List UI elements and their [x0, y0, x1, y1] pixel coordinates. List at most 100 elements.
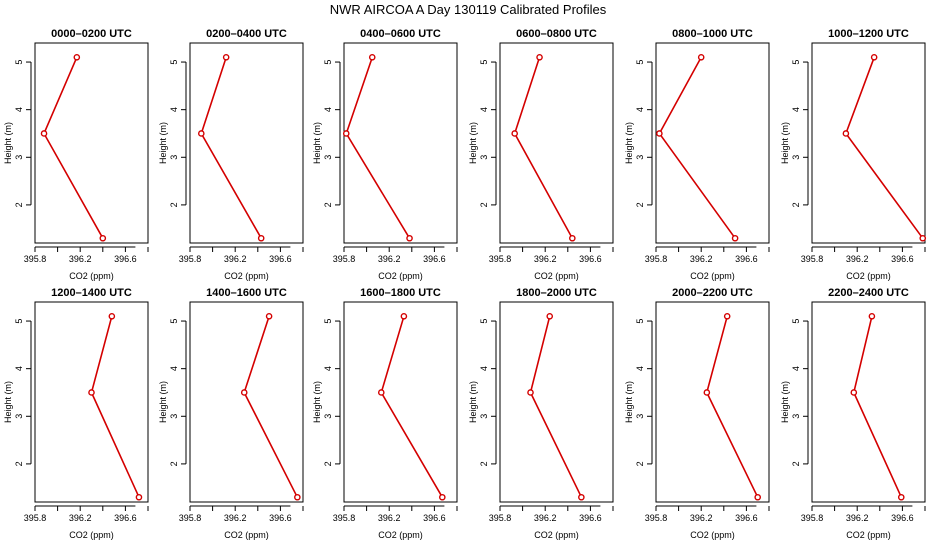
y-tick-label: 3 — [169, 414, 179, 419]
y-tick-label: 4 — [169, 107, 179, 112]
y-tick-label: 5 — [479, 60, 489, 65]
data-point — [656, 130, 663, 137]
x-axis-label: CO2 (ppm) — [846, 271, 891, 281]
y-axis-label: Height (m) — [468, 122, 478, 164]
y-tick-label: 3 — [635, 414, 645, 419]
x-tick-label: 396.2 — [846, 513, 869, 523]
x-axis-label: CO2 (ppm) — [378, 530, 423, 540]
x-tick-label: 396.6 — [114, 254, 137, 264]
x-tick-label: 395.8 — [24, 513, 47, 523]
x-tick-label: 395.8 — [24, 254, 47, 264]
y-tick-label: 5 — [14, 60, 24, 65]
y-tick-label: 5 — [169, 319, 179, 324]
y-tick-label: 4 — [169, 366, 179, 371]
y-axis-label: Height (m) — [780, 122, 790, 164]
y-tick-label: 5 — [323, 60, 333, 65]
x-tick-label: 395.8 — [801, 513, 824, 523]
series-line — [513, 57, 574, 239]
x-tick-label: 396.6 — [114, 513, 137, 523]
x-tick-label: 396.6 — [891, 254, 914, 264]
data-point — [697, 53, 705, 61]
plot-frame — [34, 42, 149, 244]
y-tick-label: 2 — [635, 461, 645, 466]
y-tick-label: 3 — [14, 414, 24, 419]
y-tick-label: 3 — [479, 414, 489, 419]
x-tick-label: 396.6 — [269, 254, 292, 264]
series-line — [529, 316, 583, 498]
plot-frame — [343, 42, 458, 244]
plot-frame — [655, 42, 770, 244]
x-tick-label: 396.2 — [224, 254, 247, 264]
panel-title: 0600–0800 UTC — [516, 28, 597, 40]
x-axis-label: CO2 (ppm) — [224, 271, 269, 281]
y-tick-label: 2 — [479, 461, 489, 466]
x-tick-label: 395.8 — [179, 254, 202, 264]
y-tick-label: 2 — [791, 461, 801, 466]
x-tick-label: 395.8 — [645, 254, 668, 264]
data-point — [868, 312, 876, 320]
y-axis-label: Height (m) — [780, 381, 790, 423]
data-point — [703, 389, 711, 396]
data-point — [342, 130, 350, 137]
x-tick-label: 396.6 — [423, 513, 446, 523]
data-point — [240, 389, 248, 396]
x-tick-label: 396.2 — [378, 254, 401, 264]
x-tick-label: 396.6 — [735, 513, 758, 523]
y-tick-label: 3 — [169, 155, 179, 160]
x-tick-label: 396.2 — [224, 513, 247, 523]
y-axis-label: Height (m) — [624, 122, 634, 164]
y-tick-label: 4 — [14, 366, 24, 371]
series-line — [200, 57, 262, 239]
series-line — [90, 316, 140, 498]
x-axis-label: CO2 (ppm) — [69, 271, 114, 281]
x-tick-label: 395.8 — [333, 513, 356, 523]
x-axis-label: CO2 (ppm) — [378, 271, 423, 281]
plot-frame — [499, 42, 614, 244]
data-point — [842, 130, 850, 137]
data-point — [135, 493, 143, 501]
x-tick-label: 396.2 — [378, 513, 401, 523]
y-tick-label: 4 — [635, 366, 645, 371]
y-tick-label: 2 — [635, 202, 645, 207]
y-tick-label: 5 — [479, 319, 489, 324]
y-tick-label: 2 — [323, 202, 333, 207]
data-point — [400, 312, 408, 320]
series-line — [345, 57, 411, 239]
y-tick-label: 3 — [323, 155, 333, 160]
data-point — [377, 389, 385, 396]
plot-frame — [811, 301, 926, 503]
y-tick-label: 5 — [635, 60, 645, 65]
y-tick-label: 3 — [323, 414, 333, 419]
data-point — [439, 493, 446, 501]
series-line — [705, 316, 759, 498]
series-line — [852, 316, 903, 498]
x-tick-label: 396.6 — [579, 254, 602, 264]
data-point — [850, 389, 858, 396]
x-tick-label: 395.8 — [333, 254, 356, 264]
y-tick-label: 4 — [635, 107, 645, 112]
y-tick-label: 2 — [14, 202, 24, 207]
data-point — [40, 130, 48, 137]
y-tick-label: 5 — [169, 60, 179, 65]
y-axis-label: Height (m) — [468, 381, 478, 423]
y-tick-label: 3 — [14, 155, 24, 160]
y-tick-label: 2 — [791, 202, 801, 207]
plot-frame — [811, 42, 926, 244]
y-tick-label: 5 — [323, 319, 333, 324]
data-point — [511, 130, 518, 137]
y-tick-label: 5 — [791, 319, 801, 324]
data-point — [99, 234, 107, 242]
data-point — [870, 53, 878, 61]
y-axis-label: Height (m) — [158, 381, 168, 423]
y-tick-label: 2 — [479, 202, 489, 207]
y-tick-label: 4 — [479, 366, 489, 371]
data-point — [368, 53, 376, 61]
panel-title: 2200–2400 UTC — [828, 287, 909, 299]
plot-frame — [34, 301, 149, 503]
y-tick-label: 5 — [791, 60, 801, 65]
